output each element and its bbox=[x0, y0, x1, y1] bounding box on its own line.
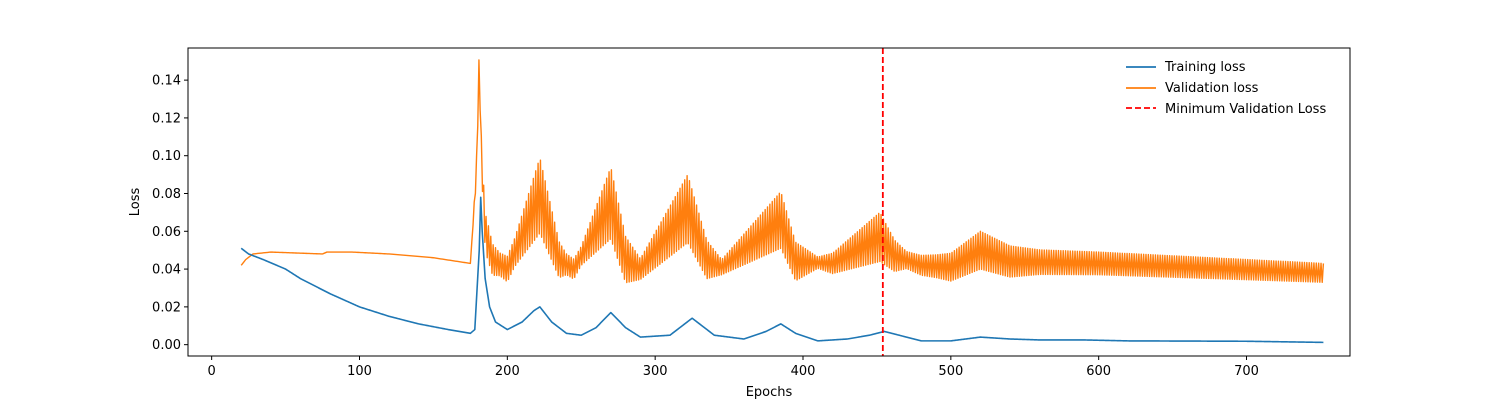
x-tick-label: 300 bbox=[643, 364, 668, 379]
x-tick-label: 500 bbox=[938, 364, 963, 379]
x-tick-label: 100 bbox=[347, 364, 372, 379]
legend-label-min-validation: Minimum Validation Loss bbox=[1165, 102, 1326, 117]
x-axis-ticks: 0 100 200 300 400 500 600 700 bbox=[208, 356, 1259, 379]
y-tick-label: 0.04 bbox=[152, 263, 181, 278]
y-tick-label: 0.00 bbox=[152, 338, 181, 353]
x-tick-label: 700 bbox=[1234, 364, 1259, 379]
x-tick-label: 400 bbox=[791, 364, 816, 379]
plot-frame bbox=[187, 47, 1351, 357]
x-tick-label: 0 bbox=[208, 364, 216, 379]
y-tick-label: 0.06 bbox=[152, 225, 181, 240]
legend: Training loss Validation loss Minimum Va… bbox=[1126, 60, 1326, 117]
validation-loss-line bbox=[240, 59, 1325, 284]
y-axis-label: Loss bbox=[128, 188, 143, 217]
y-tick-label: 0.14 bbox=[152, 74, 181, 89]
x-axis-label: Epochs bbox=[746, 385, 793, 400]
plot-content bbox=[240, 48, 1325, 356]
x-tick-label: 200 bbox=[495, 364, 520, 379]
legend-label-validation: Validation loss bbox=[1165, 81, 1259, 96]
y-tick-label: 0.10 bbox=[152, 149, 181, 164]
x-tick-label: 600 bbox=[1086, 364, 1111, 379]
training-loss-line bbox=[240, 196, 1324, 344]
y-axis-ticks: 0.00 0.02 0.04 0.06 0.08 0.10 0.12 0.14 bbox=[152, 74, 188, 353]
y-tick-label: 0.12 bbox=[152, 111, 181, 126]
y-tick-label: 0.08 bbox=[152, 187, 181, 202]
y-tick-label: 0.02 bbox=[152, 300, 181, 315]
legend-label-training: Training loss bbox=[1164, 60, 1246, 75]
